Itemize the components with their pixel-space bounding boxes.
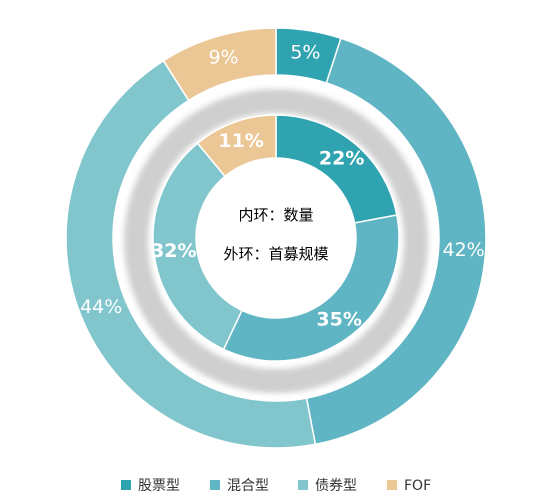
- inner-ring-label-2: 35%: [316, 308, 361, 330]
- inner-ring-label-3: 32%: [151, 240, 196, 262]
- legend-swatch-2: [210, 480, 220, 490]
- center-text-outer: 外环：首募规模: [223, 245, 328, 263]
- outer-ring-label-3: 44%: [80, 296, 122, 318]
- inner-ring-slice-2: [222, 214, 400, 362]
- outer-ring-slice-4: [162, 27, 277, 102]
- inner-ring-label-1: 22%: [319, 148, 364, 170]
- legend: 股票型 混合型 债券型 FOF: [121, 478, 431, 494]
- outer-ring-slice-3: [65, 59, 317, 449]
- outer-ring-label-4: 9%: [208, 46, 238, 68]
- legend-swatch-1: [121, 480, 131, 490]
- legend-label-2: 混合型: [227, 478, 269, 494]
- legend-label-4: FOF: [404, 478, 431, 494]
- inner-ring-label-4: 11%: [218, 130, 263, 152]
- center-text-inner: 内环：数量: [238, 206, 313, 224]
- legend-swatch-4: [387, 480, 397, 490]
- legend-label-3: 债券型: [315, 478, 357, 494]
- center-annotation: 内环：数量 外环：首募规模: [223, 206, 328, 263]
- outer-ring-label-2: 42%: [443, 239, 485, 261]
- outer-ring-slice-2: [305, 37, 487, 446]
- legend-swatch-3: [298, 480, 308, 490]
- inner-ring-slice-3: [152, 142, 243, 351]
- legend-label-1: 股票型: [138, 478, 180, 494]
- outer-ring-label-1: 5%: [290, 41, 320, 63]
- ring-gap-shadow: [124, 89, 428, 393]
- inner-ring-slice-4: [196, 114, 277, 178]
